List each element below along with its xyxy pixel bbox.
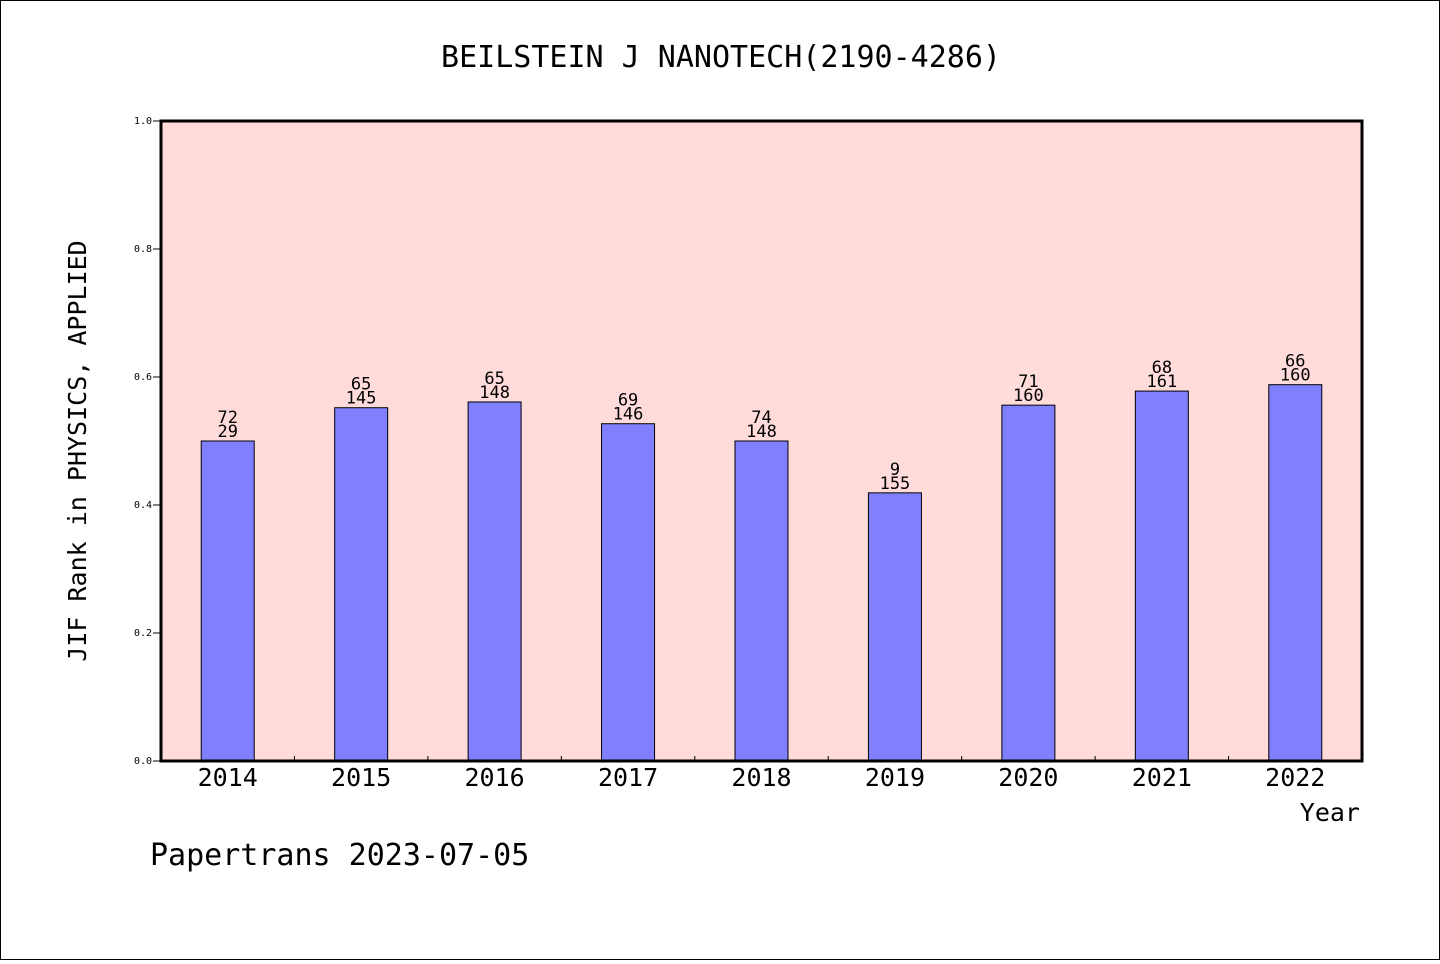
x-tick-label: 2019 — [865, 763, 925, 792]
bar-label-total: 155 — [880, 474, 911, 494]
x-tick-label: 2021 — [1132, 763, 1192, 792]
footer-text: Papertrans 2023-07-05 — [150, 838, 529, 873]
bar — [467, 401, 522, 762]
bar-label-total: 146 — [613, 405, 644, 425]
y-tick-label: 0.4 — [134, 500, 152, 511]
bar-label-rank: 65 — [484, 369, 504, 389]
y-tick-label: 0.0 — [134, 756, 152, 767]
y-tick-label: 0.2 — [134, 628, 152, 639]
bar-label-total: 145 — [346, 389, 377, 409]
bar — [334, 407, 389, 762]
x-tick-label: 2020 — [998, 763, 1058, 792]
bar-label-rank: 65 — [351, 375, 371, 395]
x-tick-label: 2017 — [598, 763, 658, 792]
y-tick-label: 0.6 — [134, 372, 152, 383]
x-axis: 2014 2015 2016 2017 2018 2019 2020 2021 2022 — [198, 756, 1325, 792]
bar-label-total: 160 — [1280, 366, 1311, 386]
plot-border — [159, 119, 1364, 763]
bar-label-total: 29 — [217, 422, 237, 442]
chart-title: BEILSTEIN J NANOTECH(2190-4286) — [441, 40, 1001, 75]
bar-label-total: 148 — [479, 383, 510, 403]
bar-label-rank: 66 — [1285, 352, 1305, 372]
bar-label-total: 148 — [746, 422, 777, 442]
bar — [200, 440, 255, 762]
bar-label-rank: 69 — [618, 391, 638, 411]
bar — [867, 492, 922, 762]
bar-label-total: 161 — [1146, 372, 1177, 392]
y-axis-label: JIF Rank in PHYSICS, APPLIED — [63, 240, 92, 661]
x-tick-label: 2022 — [1265, 763, 1325, 792]
y-axis: 0.0 0.2 0.4 0.6 0.8 1.0 — [134, 116, 161, 767]
bar-label-total: 160 — [1013, 386, 1044, 406]
x-tick-label: 2018 — [731, 763, 791, 792]
x-tick-label: 2016 — [465, 763, 525, 792]
bar — [1268, 384, 1323, 762]
y-tick-label: 0.8 — [134, 244, 152, 255]
bar-label-rank: 68 — [1152, 358, 1172, 378]
bar-label-rank: 74 — [751, 408, 771, 428]
bar — [734, 440, 789, 762]
x-axis-label: Year — [1300, 798, 1360, 827]
bar — [601, 423, 656, 762]
x-tick-label: 2014 — [198, 763, 258, 792]
y-tick-label: 1.0 — [134, 116, 152, 127]
x-tick-label: 2015 — [331, 763, 391, 792]
bar-label-rank: 9 — [890, 460, 900, 480]
bar — [1001, 404, 1056, 762]
bar-label-rank: 72 — [217, 408, 237, 428]
bar-label-rank: 71 — [1018, 372, 1038, 392]
bar — [1134, 390, 1189, 762]
